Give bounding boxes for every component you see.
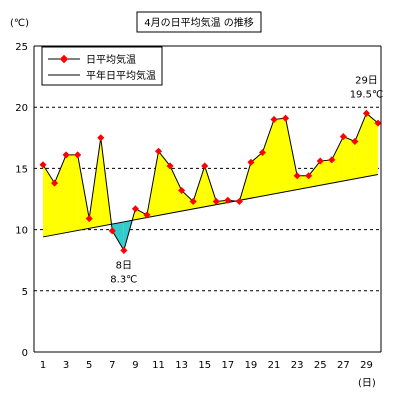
daily-temperature-point bbox=[154, 147, 163, 155]
daily-temperature-point bbox=[201, 162, 209, 170]
daily-temperature-point bbox=[328, 156, 336, 164]
daily-temperature-point bbox=[108, 227, 116, 235]
daily-temperature-point bbox=[293, 172, 301, 180]
daily-temperature-point bbox=[85, 215, 93, 223]
fill-above-normal bbox=[331, 136, 344, 184]
fill-above-normal bbox=[320, 159, 332, 186]
daily-temperature-point bbox=[120, 246, 128, 254]
fill-above-normal bbox=[250, 152, 263, 199]
daily-temperature-point bbox=[305, 172, 313, 180]
fill-above-normal bbox=[262, 119, 275, 197]
x-tick-label: 5 bbox=[86, 360, 92, 371]
daily-temperature-point bbox=[374, 119, 382, 127]
x-tick-label: 25 bbox=[314, 360, 327, 371]
daily-temperature-point bbox=[316, 157, 324, 165]
daily-temperature-point bbox=[212, 197, 220, 205]
x-tick-label: 23 bbox=[291, 360, 304, 371]
annotation-day-label: 29日 bbox=[355, 75, 378, 86]
daily-temperature-point bbox=[270, 115, 278, 123]
y-tick-label: 15 bbox=[15, 164, 28, 175]
fill-above-normal bbox=[77, 154, 90, 231]
fill-above-normal bbox=[274, 118, 286, 194]
axes bbox=[33, 45, 382, 353]
fill-above-normal bbox=[354, 113, 367, 179]
daily-temperature-point bbox=[224, 196, 232, 204]
legend-box bbox=[41, 46, 163, 86]
annotation-day-label: 8日 bbox=[116, 260, 132, 271]
x-tick-label: 11 bbox=[152, 360, 165, 371]
daily-temperature-point bbox=[39, 161, 47, 169]
chart-title: 4月の日平均気温 の推移 bbox=[144, 16, 254, 29]
y-axis-unit-label: (℃) bbox=[10, 18, 29, 29]
x-tick-label: 17 bbox=[221, 360, 234, 371]
fill-above-normal bbox=[66, 154, 78, 233]
legend: 日平均気温 平年日平均気温 bbox=[41, 46, 163, 86]
y-tick-label: 20 bbox=[15, 103, 28, 114]
normal-temperature-line bbox=[42, 174, 379, 238]
x-tick-label: 29 bbox=[360, 360, 373, 371]
fill-above-normal bbox=[297, 175, 309, 190]
daily-temperature-point bbox=[189, 197, 197, 205]
daily-temperature-point bbox=[62, 151, 70, 159]
fill-above-normal bbox=[170, 165, 182, 214]
y-tick-label: 0 bbox=[22, 348, 28, 359]
x-tick-label: 1 bbox=[40, 360, 46, 371]
x-tick-label: 15 bbox=[198, 360, 211, 371]
fill-above-normal bbox=[54, 154, 67, 235]
x-tick-label: 27 bbox=[337, 360, 350, 371]
annotations: 8日 8.3℃ 29日 19.5℃ bbox=[110, 75, 383, 285]
fill-above-normal bbox=[343, 136, 355, 181]
chart-title-group: 4月の日平均気温 の推移 bbox=[136, 11, 262, 33]
legend-daily-label: 日平均気温 bbox=[86, 53, 136, 66]
fill-above-normal bbox=[135, 208, 147, 220]
daily-temperature-point bbox=[97, 134, 105, 142]
x-tick-label: 9 bbox=[132, 360, 138, 371]
daily-temperature-point bbox=[178, 186, 186, 194]
fill-above-normal bbox=[193, 165, 205, 209]
daily-temperature-point bbox=[143, 211, 151, 219]
chart-title-box bbox=[136, 11, 262, 33]
x-axis-unit-label: (日) bbox=[358, 378, 376, 389]
daily-temperature-point bbox=[51, 179, 59, 187]
daily-temperature-point bbox=[166, 162, 174, 170]
fill-above-normal bbox=[285, 118, 298, 192]
annotation-value-label: 19.5℃ bbox=[350, 89, 384, 100]
y-tick-label: 10 bbox=[15, 226, 28, 237]
y-tick-label: 25 bbox=[15, 42, 28, 53]
fill-above-normal bbox=[43, 164, 55, 237]
y-tick-label: 5 bbox=[22, 287, 28, 298]
fill-above-normal bbox=[158, 151, 171, 216]
daily-temperature-point bbox=[339, 133, 347, 141]
legend-normal-label: 平年日平均気温 bbox=[86, 69, 156, 82]
x-tick-label: 13 bbox=[175, 360, 188, 371]
daily-temperature-point bbox=[362, 109, 370, 117]
x-tick-label: 7 bbox=[109, 360, 115, 371]
daily-temperature-point bbox=[282, 114, 290, 122]
fill-above-normal bbox=[181, 190, 194, 212]
annotation-value-label: 8.3℃ bbox=[110, 274, 137, 285]
data-markers bbox=[39, 109, 382, 254]
daily-temperature-point bbox=[235, 197, 243, 205]
x-tick-label: 3 bbox=[63, 360, 69, 371]
daily-temperature-point bbox=[258, 148, 267, 157]
fill-above-normal bbox=[366, 113, 378, 177]
x-tick-label: 21 bbox=[268, 360, 281, 371]
fill-below-normal bbox=[112, 221, 124, 251]
x-tick-label: 19 bbox=[245, 360, 258, 371]
daily-temperature-point bbox=[131, 205, 139, 213]
legend-daily-marker bbox=[59, 54, 69, 64]
daily-temperature-point bbox=[74, 151, 82, 159]
daily-temperature-point bbox=[351, 137, 359, 146]
daily-temperature-point bbox=[247, 158, 255, 166]
fill-above-normal bbox=[308, 161, 321, 188]
